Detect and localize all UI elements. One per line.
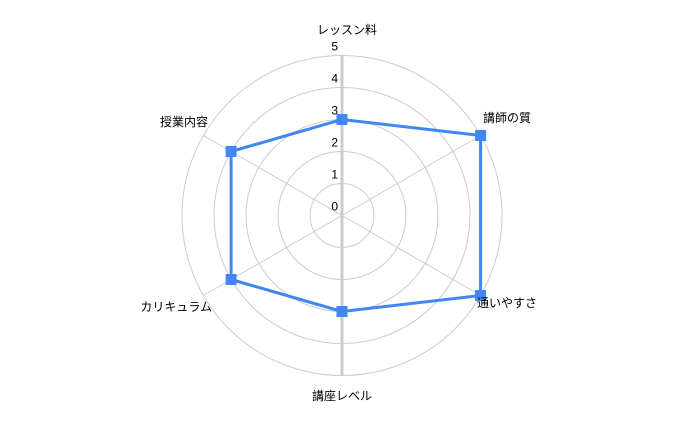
axis-label-class-content: 授業内容	[160, 114, 208, 129]
tick-label-4: 4	[331, 72, 338, 86]
axis-spoke-class-content	[203, 135, 343, 216]
axis-label-accessibility: 通いやすさ	[477, 296, 537, 310]
data-point-marker-curriculum	[225, 274, 237, 285]
tick-label-0: 0	[331, 200, 338, 214]
tick-label-1: 1	[331, 168, 338, 182]
data-point-marker-class-content	[225, 146, 237, 157]
data-point-marker-instructor-quality	[475, 130, 487, 141]
axis-label-curriculum: カリキュラム	[140, 300, 212, 314]
tick-label-3: 3	[331, 104, 338, 118]
axis-label-lesson-fee: レッスン料	[317, 23, 377, 37]
data-point-marker-lesson-fee	[336, 114, 348, 125]
axis-label-course-level: 講座レベル	[312, 388, 372, 403]
axis-spoke-curriculum	[203, 215, 343, 296]
axis-spoke-accessibility	[341, 215, 481, 296]
data-point-marker-accessibility	[475, 290, 487, 301]
data-series-polygon	[229, 118, 483, 313]
axis-spoke-instructor-quality	[341, 135, 481, 216]
tick-label-5: 5	[331, 40, 338, 54]
data-point-marker-course-level	[336, 306, 348, 317]
axis-label-instructor-quality: 講師の質	[483, 110, 531, 125]
tick-label-2: 2	[331, 136, 338, 150]
